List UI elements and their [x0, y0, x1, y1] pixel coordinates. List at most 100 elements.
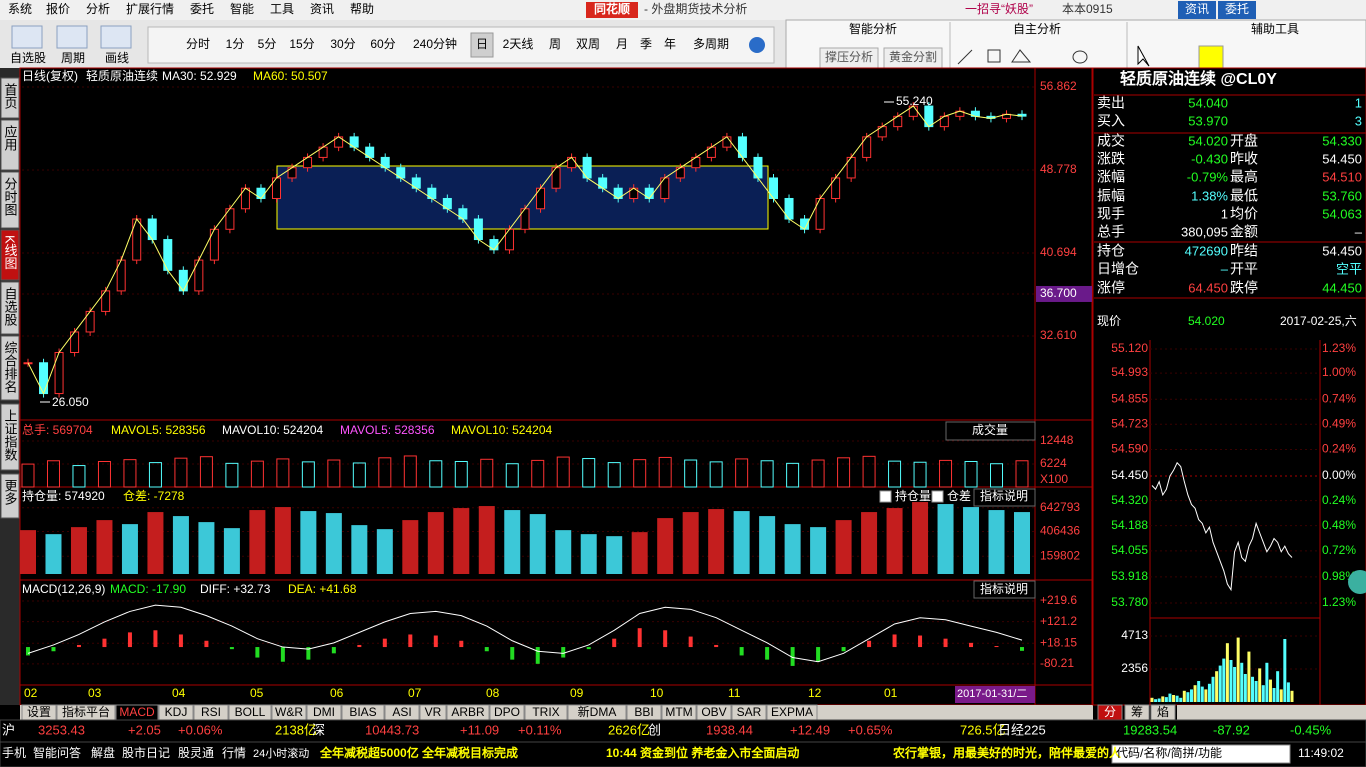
checkbox[interactable] — [879, 490, 892, 503]
menu-item[interactable]: 帮助 — [350, 2, 374, 16]
status-item[interactable]: 手机 — [2, 746, 26, 760]
tool-icon[interactable] — [100, 25, 132, 49]
button-bg[interactable] — [1218, 1, 1256, 19]
indicator-tab-label[interactable]: MTM — [665, 705, 692, 719]
search-box[interactable] — [1111, 744, 1291, 764]
side-tab-label[interactable]: 综合排名 — [3, 341, 18, 393]
side-badge[interactable] — [1348, 570, 1366, 594]
side-tab-label[interactable]: K线图 — [3, 235, 18, 270]
period-button[interactable]: 15分 — [289, 37, 314, 51]
help-button[interactable]: 指标说明 — [980, 581, 1028, 596]
indicator-tab-label[interactable]: 指标平台 — [62, 704, 110, 719]
news-button[interactable]: 资讯 — [1185, 2, 1209, 16]
golden-button[interactable]: 黄金分割 — [889, 49, 937, 64]
period-button[interactable]: 240分钟 — [413, 36, 457, 51]
indicator-tab-label[interactable]: ARBR — [451, 705, 485, 719]
side-tab-label[interactable]: 分时图 — [3, 177, 18, 216]
tool-label[interactable]: 画线 — [105, 51, 129, 65]
indicator-tab-label[interactable]: BOLL — [235, 705, 266, 719]
menu-item[interactable]: 报价 — [46, 1, 70, 16]
indicator-tab-label[interactable]: 设置 — [27, 705, 51, 719]
period-button[interactable]: 年 — [664, 37, 676, 51]
menu-item[interactable]: 扩展行情 — [126, 2, 174, 16]
indicator-selector[interactable]: 成交量 — [972, 422, 1008, 437]
side-tab[interactable] — [0, 171, 20, 229]
draw-tool[interactable] — [1011, 49, 1032, 63]
color-swatch[interactable] — [1198, 45, 1224, 69]
side-tab[interactable] — [0, 119, 20, 171]
help-button[interactable]: 指标说明 — [980, 488, 1028, 503]
indicator-tab-label[interactable]: EXPMA — [771, 705, 813, 719]
intraday-tab-label[interactable]: 分 — [1104, 705, 1116, 719]
tool-icon[interactable] — [11, 25, 43, 49]
menu-item[interactable]: 分析 — [86, 2, 110, 16]
status-item[interactable]: 24小时滚动 — [253, 746, 309, 760]
period-button[interactable]: 月 — [616, 37, 628, 51]
intraday-tab-label[interactable]: 焰 — [1157, 704, 1169, 719]
checkbox[interactable] — [931, 490, 944, 503]
indicator-tab-label[interactable]: BBI — [634, 705, 653, 719]
menu-item[interactable]: 工具 — [270, 2, 294, 16]
side-tab[interactable] — [0, 335, 20, 401]
period-button[interactable]: 1分 — [226, 37, 245, 51]
help-box[interactable] — [973, 488, 1036, 507]
indicator-tab-label[interactable]: DMI — [313, 705, 335, 719]
period-selected[interactable] — [470, 32, 494, 58]
side-tab-label[interactable]: 自选股 — [3, 287, 18, 327]
indicator-tab-label[interactable]: SAR — [737, 705, 762, 719]
period-button[interactable]: 5分 — [258, 37, 277, 51]
menu-item[interactable]: 资讯 — [310, 2, 334, 16]
diff-toggle[interactable]: 仓差 — [947, 489, 971, 503]
tool-label[interactable]: 周期 — [61, 51, 85, 65]
menu-item[interactable]: 智能 — [230, 1, 254, 16]
period-button[interactable]: 多周期 — [693, 37, 729, 51]
period-button[interactable]: 2天线 — [503, 37, 534, 51]
period-button[interactable]: 60分 — [370, 37, 395, 51]
side-tab[interactable] — [0, 229, 20, 281]
side-tab[interactable] — [0, 281, 20, 335]
support-button[interactable]: 撑压分析 — [825, 49, 873, 64]
status-item[interactable]: 股市日记 — [122, 745, 170, 760]
period-button[interactable]: 季 — [640, 37, 652, 51]
button-bg[interactable] — [1178, 1, 1216, 19]
period-button[interactable]: 周 — [549, 37, 561, 51]
settings-icon[interactable] — [749, 37, 765, 53]
menu-item[interactable]: 系统 — [8, 2, 32, 16]
indicator-tab-label[interactable]: 新DMA — [578, 704, 617, 719]
help-box[interactable] — [973, 580, 1036, 599]
trade-button[interactable]: 委托 — [1225, 2, 1249, 16]
indicator-tab-label[interactable]: VR — [425, 705, 442, 719]
menu-item[interactable]: 委托 — [190, 2, 214, 16]
indicator-tab-label[interactable]: ASI — [392, 705, 411, 719]
period-button[interactable]: 双周 — [576, 37, 600, 51]
side-tab-label[interactable]: 应用 — [3, 124, 18, 152]
indicator-tab-label[interactable]: W&R — [275, 705, 303, 719]
tool-label[interactable]: 自选股 — [10, 51, 46, 65]
intraday-tab-label[interactable]: 筹 — [1131, 705, 1143, 719]
search-input[interactable]: 代码/名称/简拼/功能 — [1116, 745, 1222, 760]
indicator-tab-label[interactable]: KDJ — [165, 705, 188, 719]
indicator-tab-label[interactable]: BIAS — [349, 705, 376, 719]
selector-box[interactable] — [945, 421, 1036, 441]
indicator-tab-label[interactable]: TRIX — [532, 705, 559, 719]
indicator-tab-label[interactable]: RSI — [201, 705, 221, 719]
status-item[interactable]: 智能问答 — [33, 745, 81, 760]
draw-tool[interactable] — [1072, 50, 1088, 64]
indicator-tab-label[interactable]: DPO — [494, 705, 520, 719]
oi-toggle[interactable]: 持仓量 — [895, 488, 931, 503]
status-item[interactable]: 解盘 — [91, 745, 115, 760]
status-item[interactable]: 行情 — [222, 746, 246, 760]
side-tab-label[interactable]: 更多 — [3, 479, 18, 505]
indicator-tab-label[interactable]: OBV — [701, 705, 726, 719]
period-button[interactable]: 日 — [476, 37, 488, 51]
side-tab[interactable] — [0, 403, 20, 471]
status-item[interactable]: 股灵通 — [178, 746, 214, 760]
cursor-tool[interactable] — [1137, 45, 1150, 67]
promo-link[interactable]: 一招寻“妖股” — [965, 2, 1033, 16]
indicator-tab-label[interactable]: MACD — [119, 705, 155, 719]
draw-tool[interactable] — [987, 49, 1001, 63]
side-tab-label[interactable]: 首页 — [3, 83, 18, 109]
side-tab-label[interactable]: 上证指数 — [3, 409, 18, 461]
side-tab[interactable] — [0, 473, 20, 519]
tool-icon[interactable] — [56, 25, 88, 49]
